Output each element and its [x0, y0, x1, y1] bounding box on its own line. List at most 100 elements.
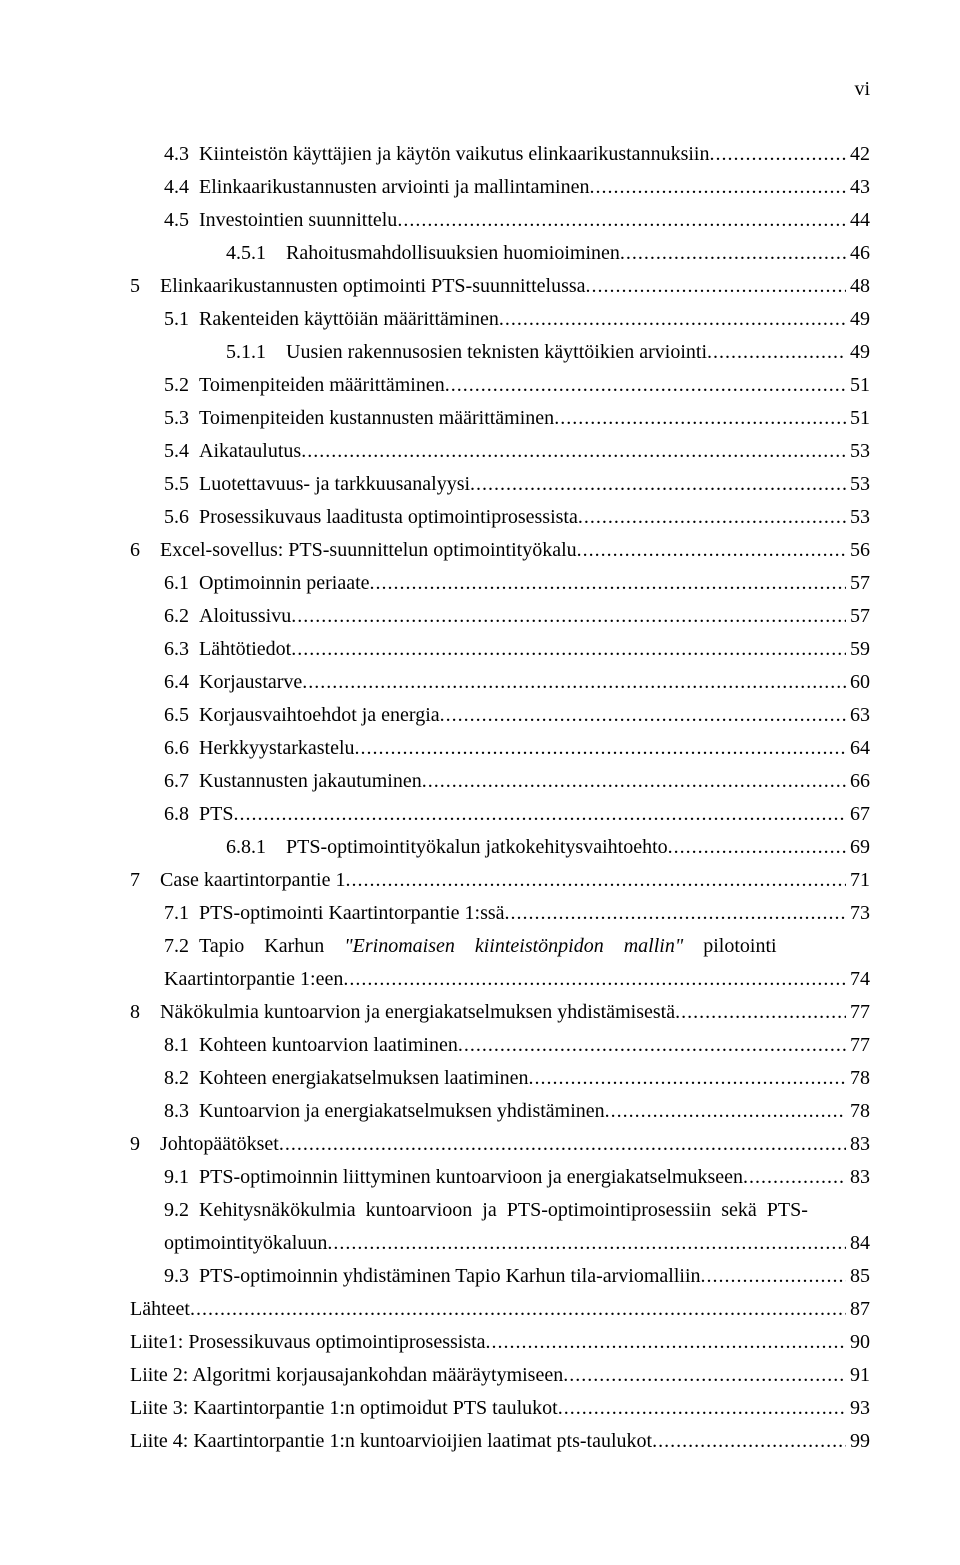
toc-title: Excel-sovellus: PTS-suunnittelun optimoi…: [160, 534, 577, 567]
toc-leader: [652, 1425, 846, 1458]
toc-entry: 9.3 PTS-optimoinnin yhdistäminen Tapio K…: [130, 1260, 870, 1293]
toc-entry: 5.5 Luotettavuus- ja tarkkuusanalyysi 53: [130, 468, 870, 501]
toc-leader: [190, 1293, 846, 1326]
toc-leader: [605, 1095, 846, 1128]
toc-leader: [301, 435, 846, 468]
toc-entry: 4.5.1 Rahoitusmahdollisuuksien huomioimi…: [130, 237, 870, 270]
toc-title: Rahoitusmahdollisuuksien huomioiminen: [286, 237, 620, 270]
toc-page: 48: [846, 270, 870, 303]
toc-number: 5.1: [164, 303, 199, 336]
toc-entry: 5.1.1 Uusien rakennusosien teknisten käy…: [130, 336, 870, 369]
toc-page: 66: [846, 765, 870, 798]
table-of-contents: 4.3 Kiinteistön käyttäjien ja käytön vai…: [130, 138, 870, 1458]
toc-title: PTS-optimoinnin liittyminen kuntoarvioon…: [199, 1161, 743, 1194]
toc-number: 6.5: [164, 699, 199, 732]
toc-entry: 6.2 Aloitussivu57: [130, 600, 870, 633]
toc-page: 49: [846, 303, 870, 336]
toc-page: 56: [846, 534, 870, 567]
toc-leader: [563, 1359, 846, 1392]
toc-number: 5.3: [164, 402, 199, 435]
toc-title: Korjausvaihtoehdot ja energia: [199, 699, 440, 732]
toc-page: 71: [846, 864, 870, 897]
toc-entry: 6.4 Korjaustarve60: [130, 666, 870, 699]
toc-title: Rakenteiden käyttöiän määrittäminen: [199, 303, 499, 336]
toc-page: 91: [846, 1359, 870, 1392]
toc-page: 77: [846, 1029, 870, 1062]
toc-entry: 9.2 Kehitysnäkökulmia kuntoarvioon ja PT…: [130, 1194, 870, 1227]
toc-entry: 5.4 Aikataulutus53: [130, 435, 870, 468]
toc-page: 64: [846, 732, 870, 765]
toc-number: 5.5: [164, 468, 199, 501]
toc-entry: 7 Case kaartintorpantie 171: [130, 864, 870, 897]
toc-page: 83: [846, 1128, 870, 1161]
toc-entry: 5.6 Prosessikuvaus laaditusta optimointi…: [130, 501, 870, 534]
toc-number: 6.8.1: [226, 831, 286, 864]
toc-number: 8.1: [164, 1029, 199, 1062]
toc-title: Investointien suunnittelu: [199, 204, 397, 237]
toc-leader: [291, 633, 846, 666]
toc-leader: [327, 1227, 846, 1260]
toc-page: 83: [846, 1161, 870, 1194]
toc-number: 6.3: [164, 633, 199, 666]
toc-page: 84: [846, 1227, 870, 1260]
toc-leader: [701, 1260, 846, 1293]
toc-leader: [302, 666, 846, 699]
toc-title: optimointityökaluun: [164, 1227, 327, 1260]
toc-title: Tapio Karhun "Erinomaisen kiinteistönpid…: [199, 930, 870, 963]
toc-page: 43: [846, 171, 870, 204]
toc-number: 9.1: [164, 1161, 199, 1194]
toc-entry: 5 Elinkaarikustannusten optimointi PTS-s…: [130, 270, 870, 303]
toc-page: 67: [846, 798, 870, 831]
toc-leader: [440, 699, 846, 732]
toc-entry: 7.2 Tapio Karhun "Erinomaisen kiinteistö…: [130, 930, 870, 963]
toc-page: 57: [846, 600, 870, 633]
toc-title: PTS-optimointityökalun jatkokehitysvaiht…: [286, 831, 668, 864]
toc-number: 5.4: [164, 435, 199, 468]
toc-number: 4.3: [164, 138, 199, 171]
toc-leader: [370, 567, 846, 600]
toc-title-part: Tapio Karhun: [199, 935, 344, 957]
toc-entry: 6.6 Herkkyystarkastelu 64: [130, 732, 870, 765]
toc-title: Näkökulmia kuntoarvion ja energiakatselm…: [160, 996, 675, 1029]
toc-number: 6.6: [164, 732, 199, 765]
toc-title: Kiinteistön käyttäjien ja käytön vaikutu…: [199, 138, 709, 171]
toc-title: Kustannusten jakautuminen: [199, 765, 422, 798]
toc-page: 99: [846, 1425, 870, 1458]
toc-leader: [499, 303, 846, 336]
toc-page: 44: [846, 204, 870, 237]
toc-leader: [668, 831, 846, 864]
toc-title: PTS: [199, 798, 233, 831]
toc-title: PTS-optimointi Kaartintorpantie 1:ssä: [199, 897, 505, 930]
toc-entry: 8.1 Kohteen kuntoarvion laatiminen77: [130, 1029, 870, 1062]
toc-leader: [743, 1161, 846, 1194]
toc-number: 5.6: [164, 501, 199, 534]
toc-number: 8: [130, 996, 160, 1029]
toc-number: 4.5: [164, 204, 199, 237]
toc-leader: [709, 138, 846, 171]
toc-leader: [458, 1029, 846, 1062]
toc-title: Prosessikuvaus laaditusta optimointipros…: [199, 501, 578, 534]
toc-entry: 4.5 Investointien suunnittelu 44: [130, 204, 870, 237]
toc-title: Kaartintorpantie 1:een: [164, 963, 343, 996]
toc-title: Uusien rakennusosien teknisten käyttöiki…: [286, 336, 707, 369]
toc-entry: Lähteet87: [130, 1293, 870, 1326]
toc-leader: [397, 204, 846, 237]
toc-page: 93: [846, 1392, 870, 1425]
toc-number: 9.3: [164, 1260, 199, 1293]
toc-leader: [233, 798, 846, 831]
toc-number: 7.1: [164, 897, 199, 930]
toc-entry: 6.5 Korjausvaihtoehdot ja energia63: [130, 699, 870, 732]
toc-page: 53: [846, 468, 870, 501]
toc-title: Luotettavuus- ja tarkkuusanalyysi: [199, 468, 470, 501]
toc-number: 5.2: [164, 369, 199, 402]
toc-title: Liite 4: Kaartintorpantie 1:n kuntoarvio…: [130, 1425, 652, 1458]
toc-title: Liite1: Prosessikuvaus optimointiprosess…: [130, 1326, 486, 1359]
toc-entry: 7.1 PTS-optimointi Kaartintorpantie 1:ss…: [130, 897, 870, 930]
toc-number: 6.4: [164, 666, 199, 699]
toc-title: Liite 3: Kaartintorpantie 1:n optimoidut…: [130, 1392, 558, 1425]
toc-entry: 6.3 Lähtötiedot59: [130, 633, 870, 666]
toc-title: Herkkyystarkastelu: [199, 732, 355, 765]
toc-entry-continuation: optimointityökaluun 84: [130, 1227, 870, 1260]
toc-title: Liite 2: Algoritmi korjausajankohdan mää…: [130, 1359, 563, 1392]
toc-entry: 6.7 Kustannusten jakautuminen66: [130, 765, 870, 798]
